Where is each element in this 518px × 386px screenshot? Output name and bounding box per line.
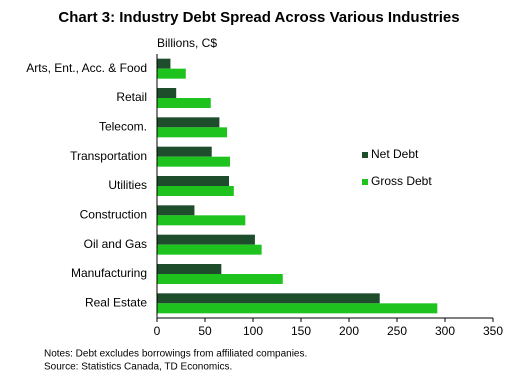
x-tick-label: 250 <box>387 324 407 338</box>
x-tick-label: 150 <box>291 324 311 338</box>
x-tick-label: 0 <box>154 324 161 338</box>
y-tick-label: Telecom. <box>99 120 147 134</box>
y-tick-label: Arts, Ent., Acc. & Food <box>26 61 147 75</box>
x-tick-label: 200 <box>339 324 359 338</box>
bar <box>157 234 255 245</box>
y-tick-label: Retail <box>116 90 147 104</box>
bar <box>157 186 234 196</box>
legend-label: Net Debt <box>371 147 419 161</box>
chart-title: Chart 3: Industry Debt Spread Across Var… <box>58 9 459 26</box>
bar <box>157 176 229 186</box>
y-tick-label: Utilities <box>108 178 147 192</box>
bar <box>157 117 220 128</box>
bar <box>157 215 246 226</box>
bar <box>157 293 380 304</box>
bar <box>157 127 228 138</box>
y-tick-label: Transportation <box>70 149 147 163</box>
bar <box>157 156 230 167</box>
bar <box>157 303 438 314</box>
x-tick-label: 350 <box>483 324 503 338</box>
bar <box>157 58 171 69</box>
legend-swatch <box>362 152 368 158</box>
bar <box>157 264 222 274</box>
bar <box>157 88 177 98</box>
bar <box>157 68 186 79</box>
legend-label: Gross Debt <box>371 174 432 188</box>
bar <box>157 98 211 108</box>
y-tick-label: Real Estate <box>85 296 147 310</box>
x-tick-label: 50 <box>198 324 212 338</box>
note: Notes: Debt excludes borrowings from aff… <box>44 349 307 360</box>
y-tick-label: Construction <box>80 208 147 222</box>
note: Source: Statistics Canada, TD Economics. <box>44 362 232 373</box>
bar <box>157 244 262 255</box>
x-tick-label: 300 <box>435 324 455 338</box>
unit-label: Billions, C$ <box>157 36 217 50</box>
legend-swatch <box>362 179 368 185</box>
y-tick-label: Oil and Gas <box>84 237 147 251</box>
x-tick-label: 100 <box>243 324 263 338</box>
y-tick-label: Manufacturing <box>71 266 147 280</box>
bar <box>157 274 283 284</box>
bar <box>157 205 195 216</box>
bar <box>157 146 212 157</box>
